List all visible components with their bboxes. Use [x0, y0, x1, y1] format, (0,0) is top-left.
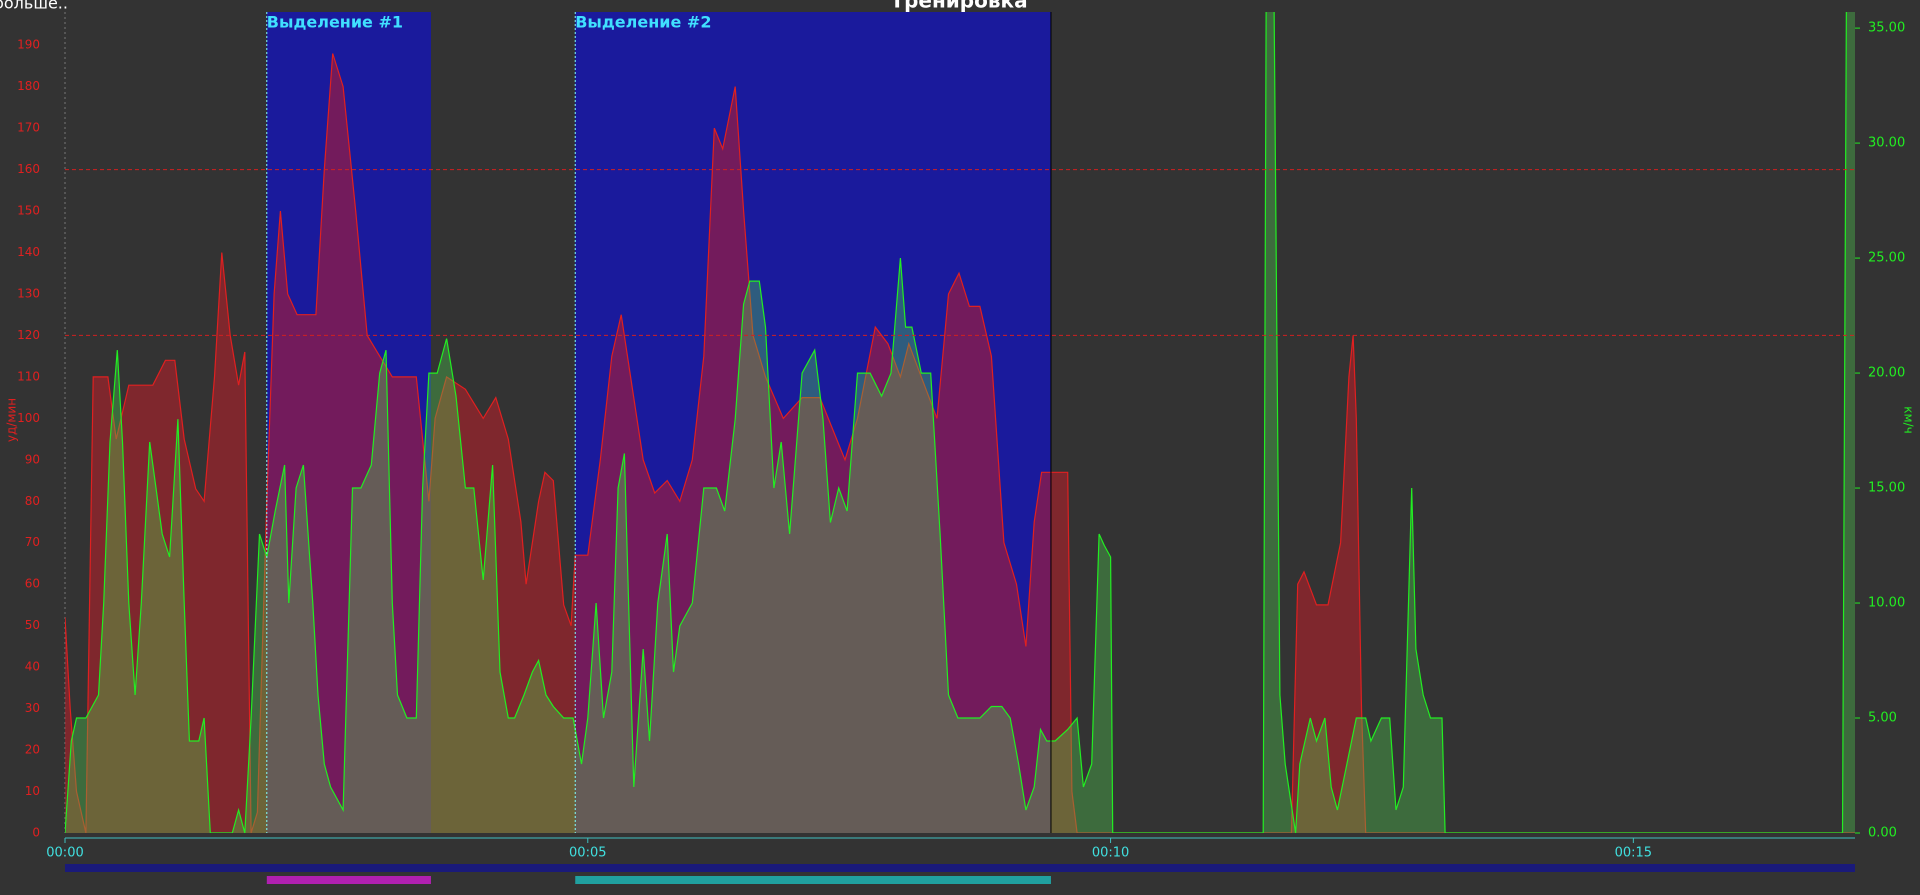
y2-axis-label: км/ч — [1902, 406, 1916, 433]
y-tick-label: 0 — [32, 826, 40, 840]
y-tick-label: 130 — [17, 286, 40, 300]
y-tick-label: 100 — [17, 411, 40, 425]
chart-title: Тренировка — [890, 0, 1027, 13]
y-tick-label: 60 — [25, 577, 40, 591]
y-tick-label: 20 — [25, 743, 40, 757]
y-tick-label: 110 — [17, 369, 40, 383]
y-tick-label: 50 — [25, 618, 40, 632]
y-tick-label: 160 — [17, 162, 40, 176]
y-tick-label: 170 — [17, 121, 40, 135]
y-tick-label: 150 — [17, 204, 40, 218]
x-tick-label: 00:10 — [1092, 846, 1129, 861]
y-tick-label: 10 — [25, 784, 40, 798]
y2-tick-label: 0.00 — [1868, 826, 1897, 841]
series-line — [65, 12, 1847, 833]
y2-tick-label: 15.00 — [1868, 481, 1905, 496]
y2-tick-label: 35.00 — [1868, 21, 1905, 36]
scrollbar[interactable] — [65, 864, 1855, 872]
y2-tick-label: 25.00 — [1868, 251, 1905, 266]
y-tick-label: 120 — [17, 328, 40, 342]
y-tick-label: 80 — [25, 494, 40, 508]
y-tick-label: 70 — [25, 535, 40, 549]
selection-label: Выделение #1 — [267, 13, 403, 32]
series-area — [65, 53, 1855, 833]
y2-tick-label: 30.00 — [1868, 136, 1905, 151]
x-tick-label: 00:15 — [1615, 846, 1652, 861]
selection-bar — [575, 876, 1051, 884]
x-tick-label: 00:00 — [46, 846, 83, 861]
x-tick-label: 00:05 — [569, 846, 606, 861]
y-tick-label: 40 — [25, 660, 40, 674]
selection-bar — [266, 876, 431, 884]
y-tick-label: 140 — [17, 245, 40, 259]
y-tick-label: 190 — [17, 38, 40, 52]
plot-area — [65, 12, 1855, 833]
y-tick-label: 90 — [25, 452, 40, 466]
y2-tick-label: 20.00 — [1868, 366, 1905, 381]
corner-text: больше.. — [0, 0, 68, 13]
y2-tick-label: 10.00 — [1868, 596, 1905, 611]
y-tick-label: 30 — [25, 701, 40, 715]
series-line — [65, 53, 1855, 833]
selection-label: Выделение #2 — [575, 13, 711, 32]
y-tick-label: 180 — [17, 79, 40, 93]
y2-tick-label: 5.00 — [1868, 711, 1897, 726]
y-axis-label: уд/мин — [5, 398, 19, 442]
